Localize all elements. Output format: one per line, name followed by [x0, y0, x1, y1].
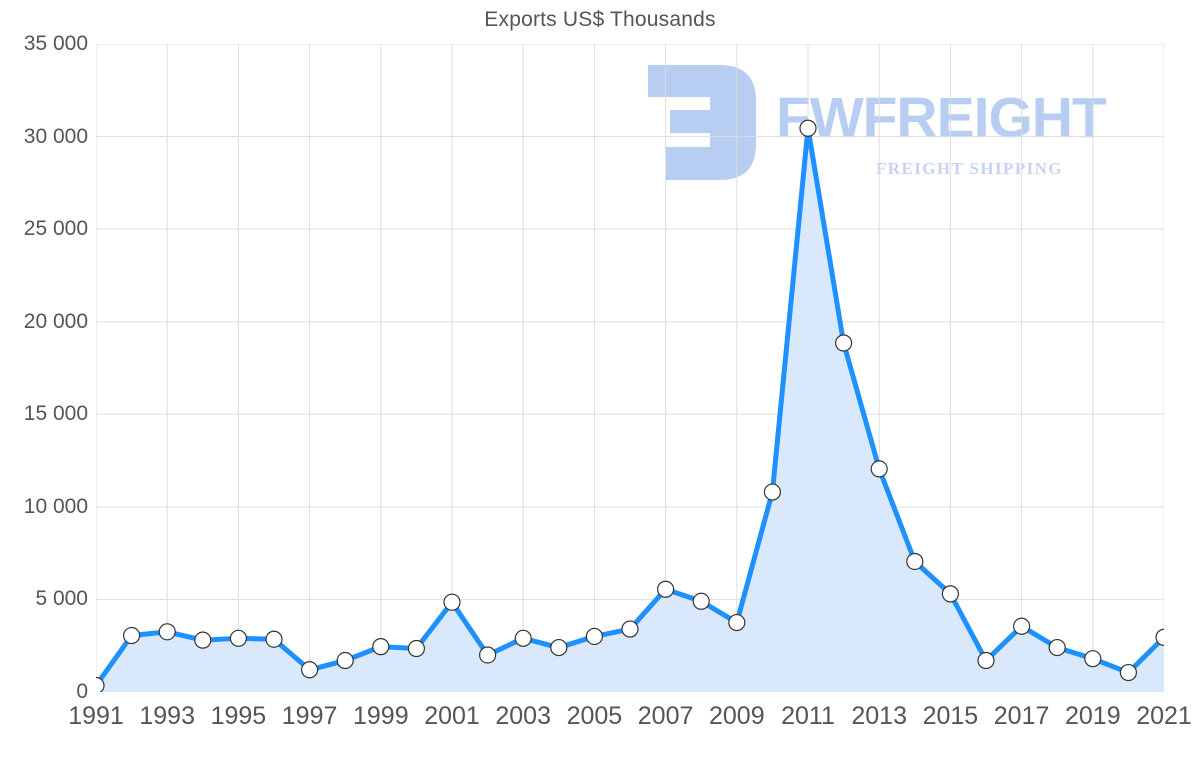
data-point-marker[interactable]: [124, 628, 140, 644]
x-axis-tick-label: 1991: [68, 702, 124, 730]
data-point-marker[interactable]: [800, 120, 816, 136]
data-point-marker[interactable]: [693, 593, 709, 609]
data-point-marker[interactable]: [480, 647, 496, 663]
x-axis-tick-label: 2013: [851, 702, 907, 730]
x-axis-tick-label: 2011: [781, 702, 835, 730]
data-point-marker[interactable]: [586, 628, 602, 644]
area-fill: [96, 128, 1164, 692]
data-markers: [96, 120, 1164, 692]
data-point-marker[interactable]: [337, 653, 353, 669]
data-point-marker[interactable]: [871, 461, 887, 477]
chart-title: Exports US$ Thousands: [484, 8, 716, 31]
x-axis-tick-label: 2019: [1064, 702, 1121, 730]
plot-area: [96, 44, 1164, 692]
data-point-marker[interactable]: [373, 639, 389, 655]
y-axis-tick-label: 25 000: [23, 217, 88, 241]
y-axis: 0 5 000 10 000 15 000 20 000 25 000 30 000 35 0…: [0, 0, 88, 763]
data-point-marker[interactable]: [266, 631, 282, 647]
data-point-marker[interactable]: [1156, 629, 1164, 645]
data-point-marker[interactable]: [230, 630, 246, 646]
x-axis-tick-label: 2001: [424, 702, 480, 730]
data-point-marker[interactable]: [658, 581, 674, 597]
y-axis-tick-label: 30 000: [23, 124, 88, 148]
y-axis-tick-label: 35 000: [23, 32, 88, 55]
data-point-marker[interactable]: [1049, 640, 1065, 656]
x-axis-tick-label: 2021: [1136, 702, 1192, 730]
data-point-marker[interactable]: [1014, 618, 1030, 634]
x-axis-tick-label: 2015: [922, 702, 979, 730]
x-axis-tick-label: 2007: [637, 702, 694, 730]
data-point-marker[interactable]: [622, 621, 638, 637]
y-axis-tick-label: 20 000: [23, 309, 88, 333]
y-axis-tick-label: 15 000: [23, 402, 88, 426]
data-point-marker[interactable]: [515, 630, 531, 646]
data-point-marker[interactable]: [978, 653, 994, 669]
data-point-marker[interactable]: [729, 615, 745, 631]
data-point-marker[interactable]: [551, 640, 567, 656]
data-point-marker[interactable]: [159, 624, 175, 640]
data-point-marker[interactable]: [764, 484, 780, 500]
y-axis-tick-label: 10 000: [23, 494, 88, 518]
x-axis-tick-label: 1999: [352, 702, 409, 730]
data-point-marker[interactable]: [836, 335, 852, 351]
x-axis-tick-label: 1995: [210, 702, 267, 730]
data-point-marker[interactable]: [942, 586, 958, 602]
data-point-marker[interactable]: [408, 640, 424, 656]
data-point-marker[interactable]: [444, 594, 460, 610]
x-axis-tick-label: 2009: [708, 702, 765, 730]
x-axis-tick-label: 1997: [281, 702, 338, 730]
data-point-marker[interactable]: [1120, 665, 1136, 681]
x-axis-tick-label: 2017: [993, 702, 1050, 730]
data-point-marker[interactable]: [195, 632, 211, 648]
x-axis-tick-label: 2005: [566, 702, 623, 730]
x-axis-tick-label: 1993: [139, 702, 195, 730]
y-axis-tick-label: 5 000: [35, 587, 88, 611]
x-axis-tick-label: 2003: [495, 702, 551, 730]
data-point-marker[interactable]: [302, 662, 318, 678]
y-axis-tick-label: 0: [76, 680, 88, 703]
data-point-marker[interactable]: [1085, 651, 1101, 667]
data-point-marker[interactable]: [96, 678, 104, 692]
data-point-marker[interactable]: [907, 553, 923, 569]
